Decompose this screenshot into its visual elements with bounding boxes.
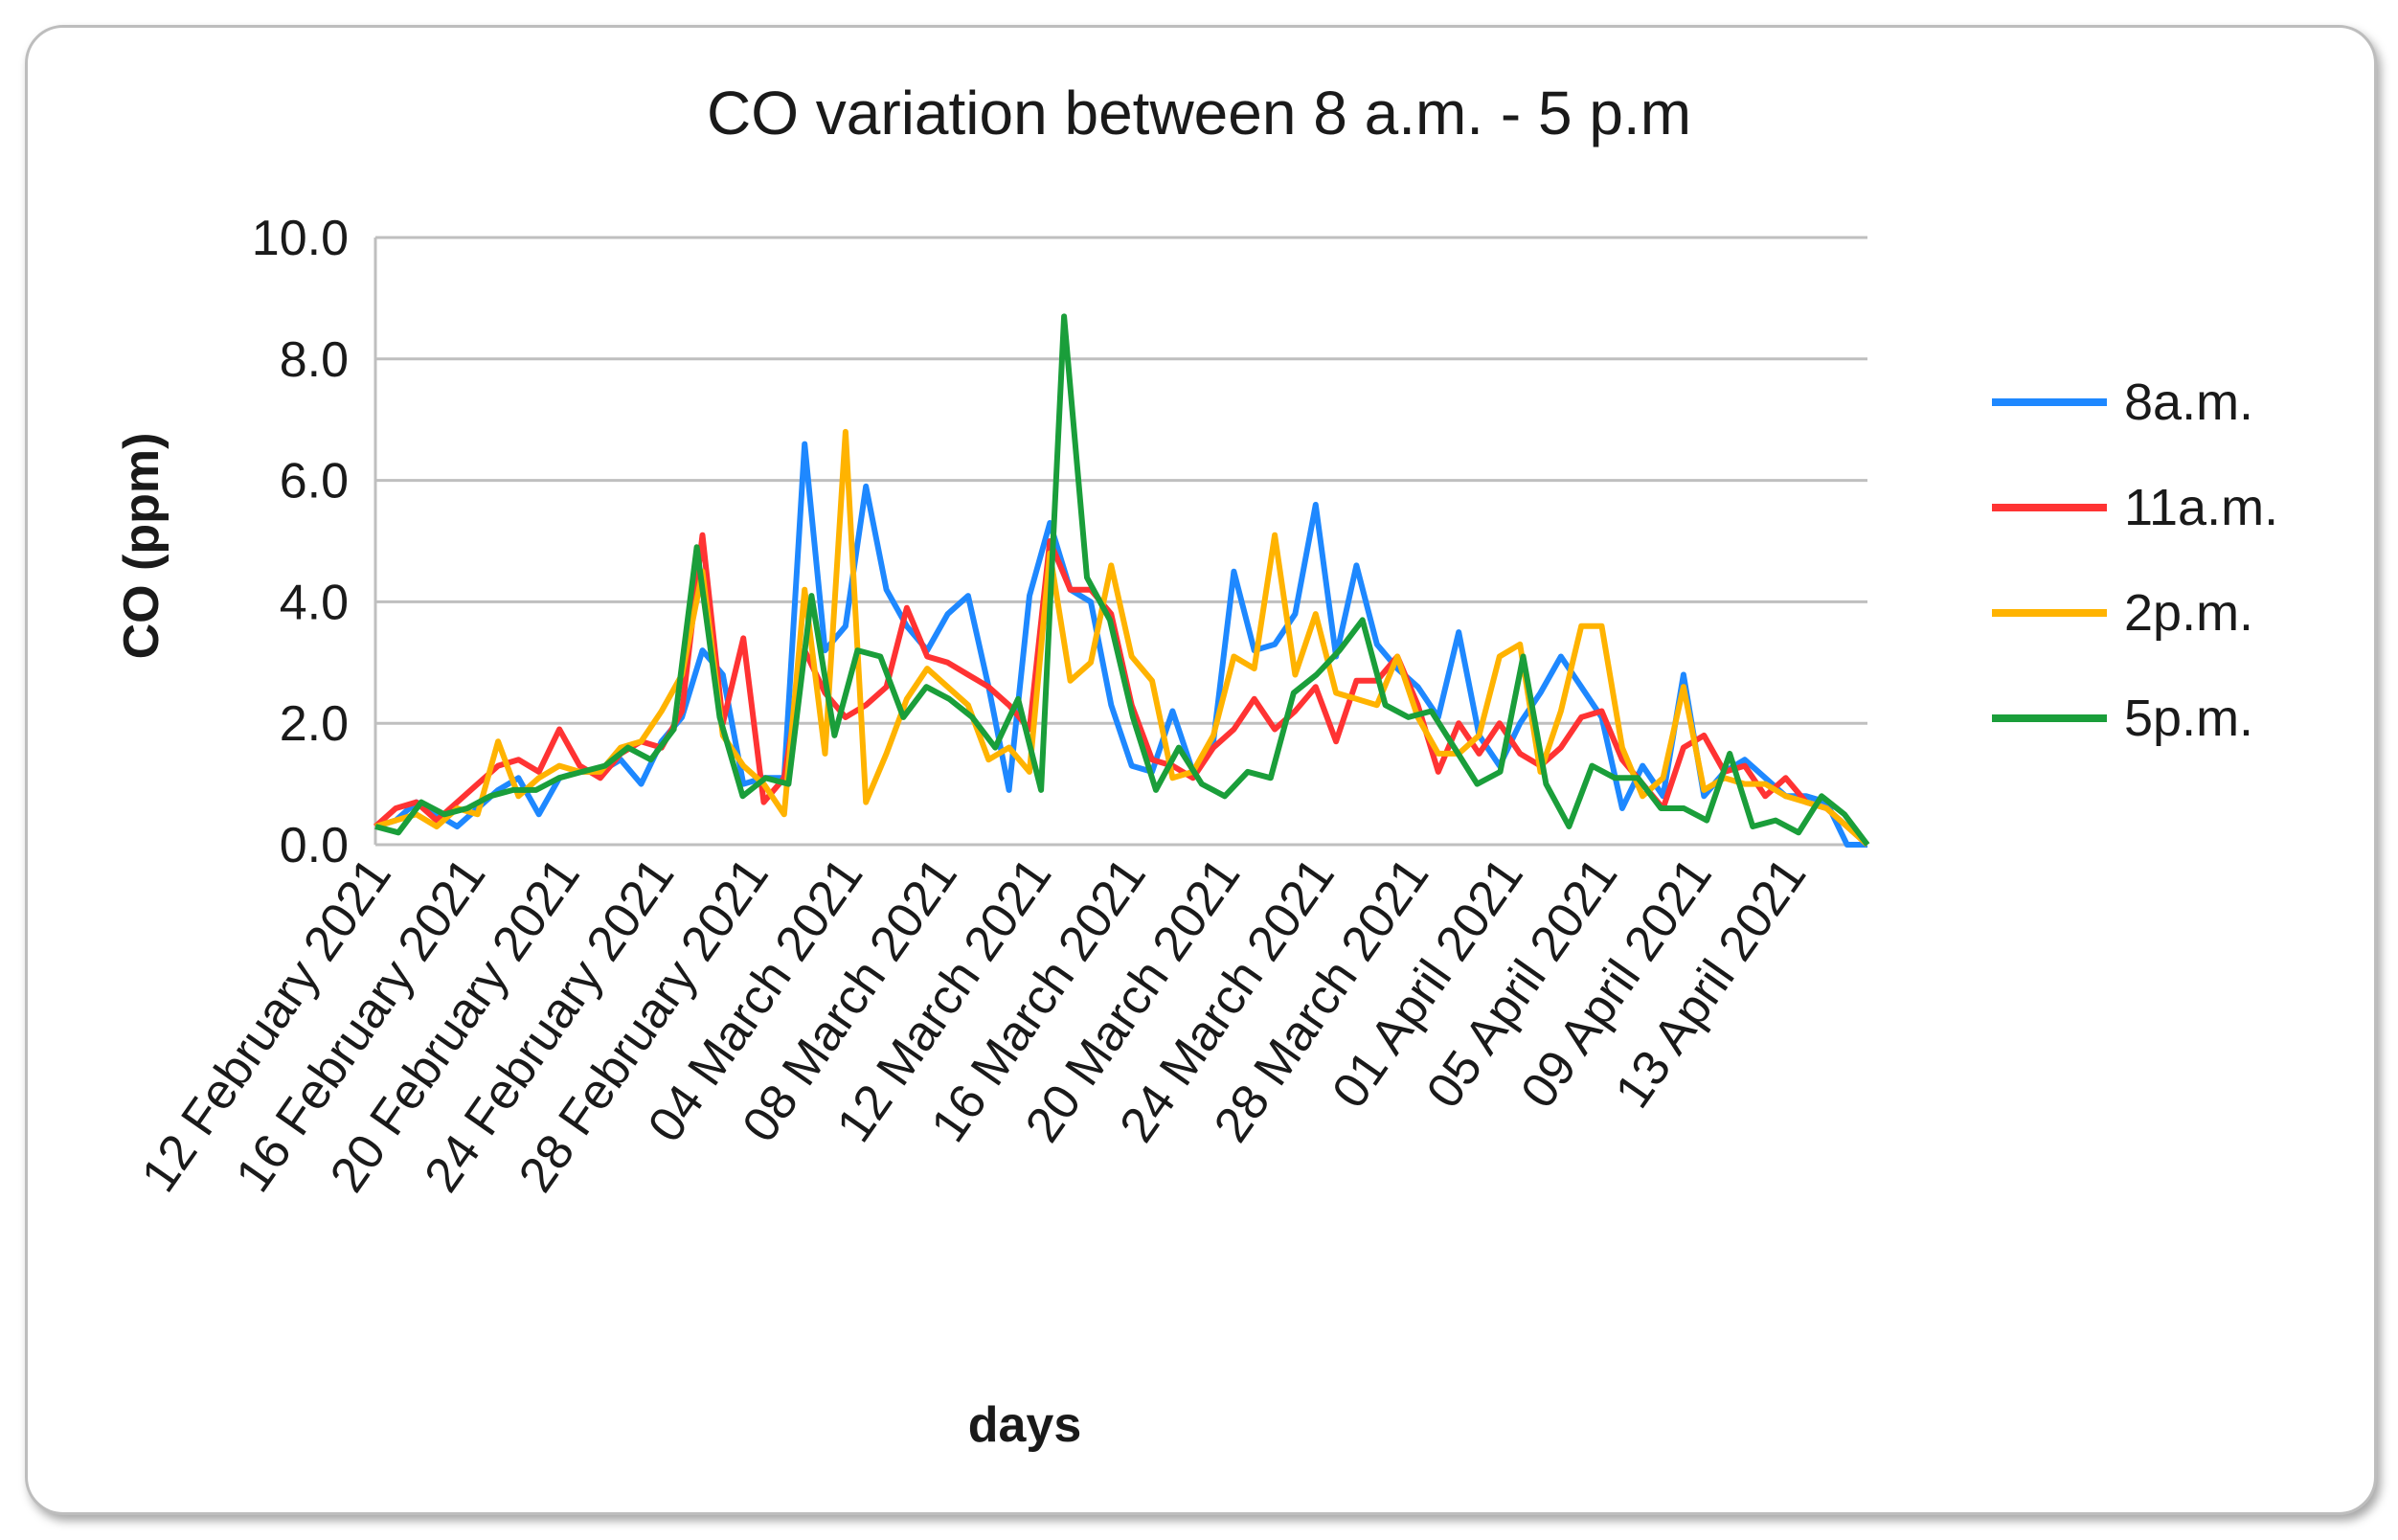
x-axis-label: days bbox=[968, 1397, 1082, 1453]
legend-label: 11a.m. bbox=[2124, 479, 2278, 536]
y-tick-label: 8.0 bbox=[280, 332, 349, 388]
y-axis-label: CO (ppm) bbox=[114, 433, 170, 660]
y-tick-label: 10.0 bbox=[252, 211, 349, 266]
series-lines bbox=[373, 313, 1870, 848]
chart-title: CO variation between 8 a.m. - 5 p.m bbox=[707, 79, 1691, 147]
series-line-8a-m- bbox=[374, 441, 1867, 848]
legend-label: 8a.m. bbox=[2124, 374, 2253, 431]
series-line-2p-m- bbox=[374, 428, 1869, 848]
y-tick-labels: 0.0 2.0 4.0 6.0 8.0 10.0 bbox=[252, 211, 349, 873]
legend-label: 2p.m. bbox=[2124, 584, 2253, 642]
y-tick-label: 2.0 bbox=[280, 696, 349, 752]
series-line-5p-m- bbox=[374, 313, 1870, 847]
y-tick-label: 0.0 bbox=[280, 818, 349, 873]
grid-lines bbox=[373, 236, 1867, 847]
y-tick-label: 6.0 bbox=[280, 454, 349, 510]
legend: 8a.m. 11a.m. 2p.m. 5p.m. bbox=[1992, 374, 2278, 747]
y-tick-label: 4.0 bbox=[280, 575, 349, 630]
legend-label: 5p.m. bbox=[2124, 690, 2253, 747]
